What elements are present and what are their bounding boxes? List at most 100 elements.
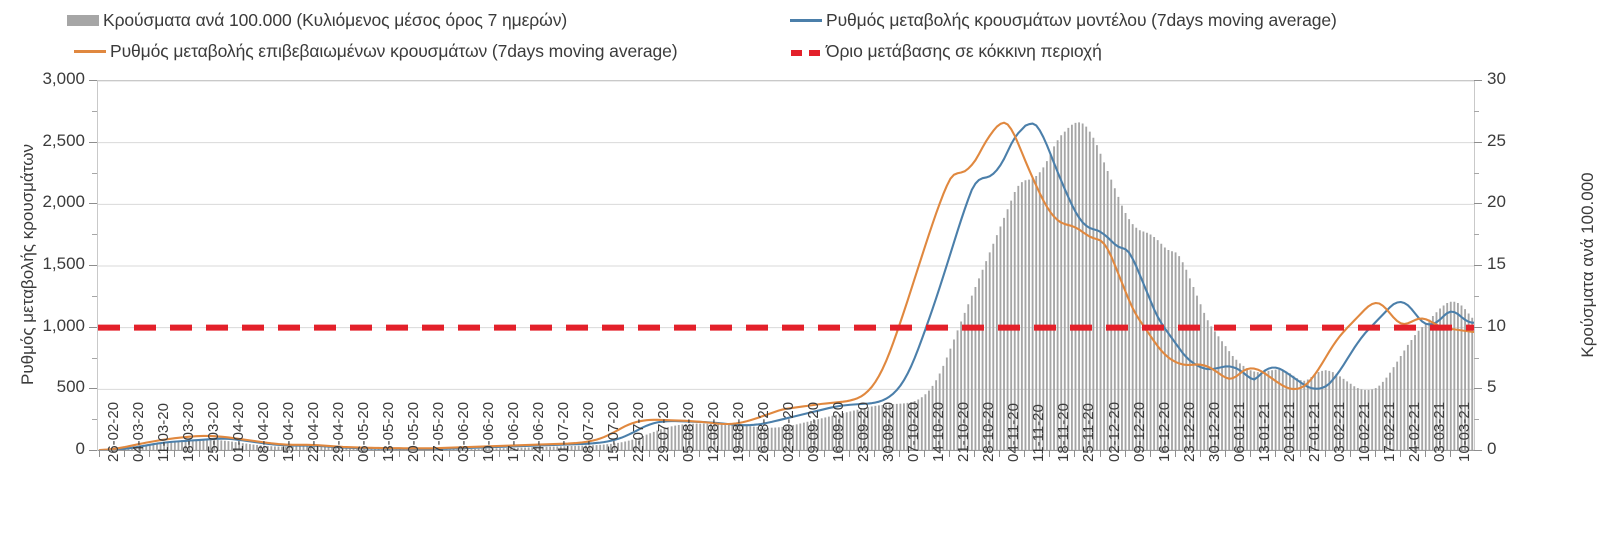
y-minor-tick-mark [92, 172, 97, 174]
x-tick-label: 13-05-20 [379, 401, 397, 462]
y-minor-tick-mark [92, 295, 97, 297]
line-swatch-blue-icon [790, 19, 822, 22]
x-tick-label: 23-09-20 [855, 401, 873, 462]
x-tick-mark [774, 450, 776, 457]
x-tick-mark [1099, 450, 1101, 457]
x-tick-mark [323, 450, 325, 457]
x-tick-label: 02-12-20 [1105, 401, 1123, 462]
x-tick-label: 18-03-20 [179, 401, 197, 462]
y-minor-tick-mark [1474, 172, 1479, 174]
x-tick-mark [148, 450, 150, 457]
y-tick-label: 5 [1487, 377, 1497, 397]
x-tick-label: 07-10-20 [905, 401, 923, 462]
legend-item-cases-per-100k[interactable]: Κρούσματα ανά 100.000 (Κυλιόμενος μέσος … [67, 10, 567, 31]
x-tick-label: 04-03-20 [129, 401, 147, 462]
x-tick-mark [1324, 450, 1326, 457]
y-minor-tick-mark [92, 234, 97, 236]
legend-label-red-zone-threshold: Όριο μετάβασης σε κόκκινη περιοχή [826, 41, 1102, 61]
x-tick-mark [1299, 450, 1301, 457]
x-tick-label: 15-04-20 [279, 401, 297, 462]
plot-svg [98, 81, 1474, 451]
x-tick-label: 25-03-20 [204, 401, 222, 462]
x-tick-mark [1224, 450, 1226, 457]
y-tick-label: 1,000 [42, 315, 85, 335]
x-tick-label: 22-07-20 [630, 401, 648, 462]
x-tick-mark [98, 450, 100, 457]
x-tick-label: 10-06-20 [480, 401, 498, 462]
x-tick-label: 10-02-21 [1355, 401, 1373, 462]
x-tick-mark [874, 450, 876, 457]
y-tick-mark [89, 141, 97, 143]
line-series-confirmed [98, 121, 1474, 451]
y-minor-tick-mark [1474, 234, 1479, 236]
x-tick-label: 24-06-20 [530, 401, 548, 462]
y-minor-tick-mark [92, 357, 97, 359]
x-tick-mark [1274, 450, 1276, 457]
x-tick-mark [849, 450, 851, 457]
x-tick-mark [248, 450, 250, 457]
y-tick-label: 0 [75, 439, 85, 458]
y-tick-label: 30 [1487, 69, 1506, 88]
y-tick-label: 500 [56, 377, 85, 397]
x-tick-mark [173, 450, 175, 457]
x-tick-label: 08-07-20 [580, 401, 598, 462]
x-tick-mark [799, 450, 801, 457]
y-minor-tick-mark [1474, 419, 1479, 421]
chart-legend: Κρούσματα ανά 100.000 (Κυλιόμενος μέσος … [0, 0, 1609, 66]
x-tick-mark [1449, 450, 1451, 457]
x-tick-mark [724, 450, 726, 457]
x-tick-mark [1174, 450, 1176, 457]
x-tick-mark [624, 450, 626, 457]
x-tick-label: 27-05-20 [430, 401, 448, 462]
y-tick-mark [1474, 388, 1482, 390]
x-tick-label: 14-10-20 [930, 401, 948, 462]
x-tick-mark [674, 450, 676, 457]
x-tick-mark [949, 450, 951, 457]
y-tick-label: 1,500 [42, 254, 85, 273]
x-tick-mark [123, 450, 125, 457]
x-tick-mark [198, 450, 200, 457]
x-tick-label: 04-11-20 [1005, 403, 1023, 462]
x-tick-mark [449, 450, 451, 457]
x-tick-label: 01-04-20 [229, 401, 247, 462]
x-tick-mark [1149, 450, 1151, 457]
y-minor-tick-mark [1474, 295, 1479, 297]
y-tick-mark [1474, 450, 1482, 451]
y-tick-mark [89, 80, 97, 81]
legend-item-confirmed-change-rate[interactable]: Ρυθμός μεταβολής επιβεβαιωμένων κρουσμάτ… [74, 41, 678, 62]
x-tick-label: 18-11-20 [1055, 403, 1073, 462]
y-tick-mark [1474, 265, 1482, 266]
plot-area [97, 80, 1475, 451]
x-tick-mark [524, 450, 526, 457]
x-tick-label: 03-06-20 [455, 401, 473, 462]
x-tick-mark [1049, 450, 1051, 457]
x-tick-label: 13-01-21 [1255, 401, 1273, 462]
x-tick-label: 11-11-20 [1030, 404, 1048, 462]
x-tick-mark [373, 450, 375, 457]
y-tick-mark [89, 450, 97, 451]
y-axis-right-title: Κρούσματα ανά 100.000 [1578, 172, 1597, 358]
x-tick-label: 19-08-20 [730, 401, 748, 462]
x-tick-mark [1374, 450, 1376, 457]
y-tick-mark [89, 203, 97, 205]
x-tick-mark [899, 450, 901, 457]
x-tick-label: 24-02-21 [1405, 401, 1423, 462]
x-tick-label: 01-07-20 [555, 401, 573, 462]
y-tick-mark [89, 265, 97, 266]
x-tick-mark [574, 450, 576, 457]
x-tick-mark [1199, 450, 1201, 457]
x-tick-mark [399, 450, 400, 457]
x-tick-mark [223, 450, 225, 457]
x-tick-mark [549, 450, 551, 457]
y-tick-mark [89, 388, 97, 390]
x-tick-label: 16-12-20 [1155, 401, 1173, 462]
x-tick-label: 29-04-20 [329, 401, 347, 462]
x-tick-mark [924, 450, 926, 457]
legend-label-confirmed-change-rate: Ρυθμός μεταβολής επιβεβαιωμένων κρουσμάτ… [110, 41, 678, 61]
legend-item-red-zone-threshold[interactable]: Όριο μετάβασης σε κόκκινη περιοχή [790, 41, 1102, 62]
y-tick-label: 25 [1487, 130, 1506, 150]
y-tick-label: 15 [1487, 254, 1506, 273]
y-tick-label: 2,000 [42, 192, 85, 212]
x-tick-label: 10-03-21 [1455, 401, 1473, 462]
legend-item-model-change-rate[interactable]: Ρυθμός μεταβολής κρουσμάτων μοντέλου (7d… [790, 10, 1337, 31]
